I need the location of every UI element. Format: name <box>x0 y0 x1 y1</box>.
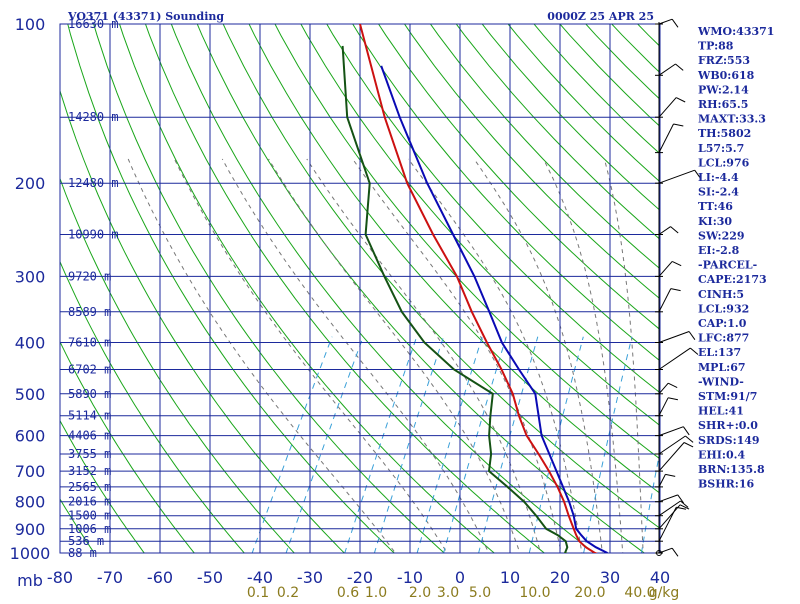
pressure-tick-100: 100 <box>15 15 46 34</box>
stat-entry: EHI:0.4 <box>698 448 745 461</box>
pressure-tick-200: 200 <box>15 174 46 193</box>
stat-entry: TT:46 <box>698 200 733 213</box>
stat-entry: EI:-2.8 <box>698 244 740 257</box>
height-label: 8589 m <box>68 305 111 319</box>
stat-entry: LFC:877 <box>698 332 749 345</box>
stat-entry: MAXT:33.3 <box>698 113 766 126</box>
pressure-tick-1000: 1000 <box>10 544 51 563</box>
stat-entry: BRN:135.8 <box>698 463 765 476</box>
stat-entry: -PARCEL- <box>698 259 757 272</box>
height-label: 2016 m <box>68 495 111 509</box>
mixing-ratio-label: 0.2 <box>277 585 299 600</box>
mixing-ratio-label: 20.0 <box>574 585 605 600</box>
pressure-axis-label: mb <box>17 571 43 590</box>
stat-entry: SW:229 <box>698 229 745 242</box>
stat-entry: SI:-2.4 <box>698 186 739 199</box>
mixing-ratio-label: 1.0 <box>365 585 387 600</box>
stat-entry: CAP:1.0 <box>698 317 747 330</box>
height-label: 9720 m <box>68 269 111 283</box>
stat-entry: FRZ:553 <box>698 54 750 67</box>
mixing-ratio-label: 0.1 <box>247 585 269 600</box>
valid-time: 0000Z 25 APR 25 <box>547 10 654 23</box>
pressure-tick-600: 600 <box>15 427 46 446</box>
pressure-tick-700: 700 <box>15 462 46 481</box>
mixing-ratio-label: 0.6 <box>337 585 359 600</box>
pressure-tick-900: 900 <box>15 520 46 539</box>
height-label: 3755 m <box>68 447 111 461</box>
stat-entry: MPL:67 <box>698 361 746 374</box>
height-label: 1500 m <box>68 509 111 523</box>
pressure-tick-800: 800 <box>15 493 46 512</box>
mixing-ratio-label: 5.0 <box>469 585 491 600</box>
temperature-tick--60: -60 <box>147 568 173 587</box>
stat-entry: -WIND- <box>698 375 744 388</box>
stat-entry: EL:137 <box>698 346 741 359</box>
temperature-tick--80: -80 <box>47 568 73 587</box>
height-label: 5890 m <box>68 387 111 401</box>
temperature-tick--50: -50 <box>197 568 223 587</box>
stat-entry: RH:65.5 <box>698 98 748 111</box>
temperature-tick--70: -70 <box>97 568 123 587</box>
chart-title: VO371 (43371) Sounding <box>67 10 224 23</box>
stat-entry: SHR+:0.0 <box>698 419 758 432</box>
pressure-tick-300: 300 <box>15 267 46 286</box>
height-label: 12480 m <box>68 176 119 190</box>
pressure-tick-400: 400 <box>15 334 46 353</box>
height-label: 88 m <box>68 546 97 560</box>
stat-entry: LI:-4.4 <box>698 171 739 184</box>
height-label: 6702 m <box>68 363 111 377</box>
pressure-tick-500: 500 <box>15 385 46 404</box>
height-label: 4406 m <box>68 429 111 443</box>
stat-entry: KI:30 <box>698 215 732 228</box>
height-label: 5114 m <box>68 409 111 423</box>
mixing-ratio-label: 10.0 <box>519 585 550 600</box>
height-label: 10990 m <box>68 228 119 242</box>
height-label: 2565 m <box>68 480 111 494</box>
stat-entry: LCL:976 <box>698 156 750 169</box>
temperature-tick-20: 20 <box>550 568 570 587</box>
stat-entry: BSHR:16 <box>698 478 754 491</box>
stat-entry: TP:88 <box>698 40 734 53</box>
mixing-ratio-label: 3.0 <box>437 585 459 600</box>
stat-entry: WB0:618 <box>697 69 755 82</box>
stat-entry: LCL:932 <box>698 302 749 315</box>
stat-entry: STM:91/7 <box>698 390 757 403</box>
height-label: 14280 m <box>68 110 119 124</box>
stat-entry: PW:2.14 <box>698 83 749 96</box>
mixing-ratio-label: 2.0 <box>409 585 431 600</box>
height-label: 7610 m <box>68 336 111 350</box>
stat-entry: WMO:43371 <box>697 25 774 38</box>
stat-entry: TH:5802 <box>698 127 751 140</box>
mixing-ratio-label: g/kg <box>649 585 680 600</box>
temperature-tick-10: 10 <box>500 568 520 587</box>
stat-entry: SRDS:149 <box>698 434 760 447</box>
stat-entry: CAPE:2173 <box>698 273 767 286</box>
height-label: 3152 m <box>68 464 111 478</box>
stat-entry: L57:5.7 <box>698 142 744 155</box>
stat-entry: CINH:5 <box>698 288 744 301</box>
stat-entry: HEL:41 <box>698 405 744 418</box>
temperature-tick--30: -30 <box>297 568 323 587</box>
